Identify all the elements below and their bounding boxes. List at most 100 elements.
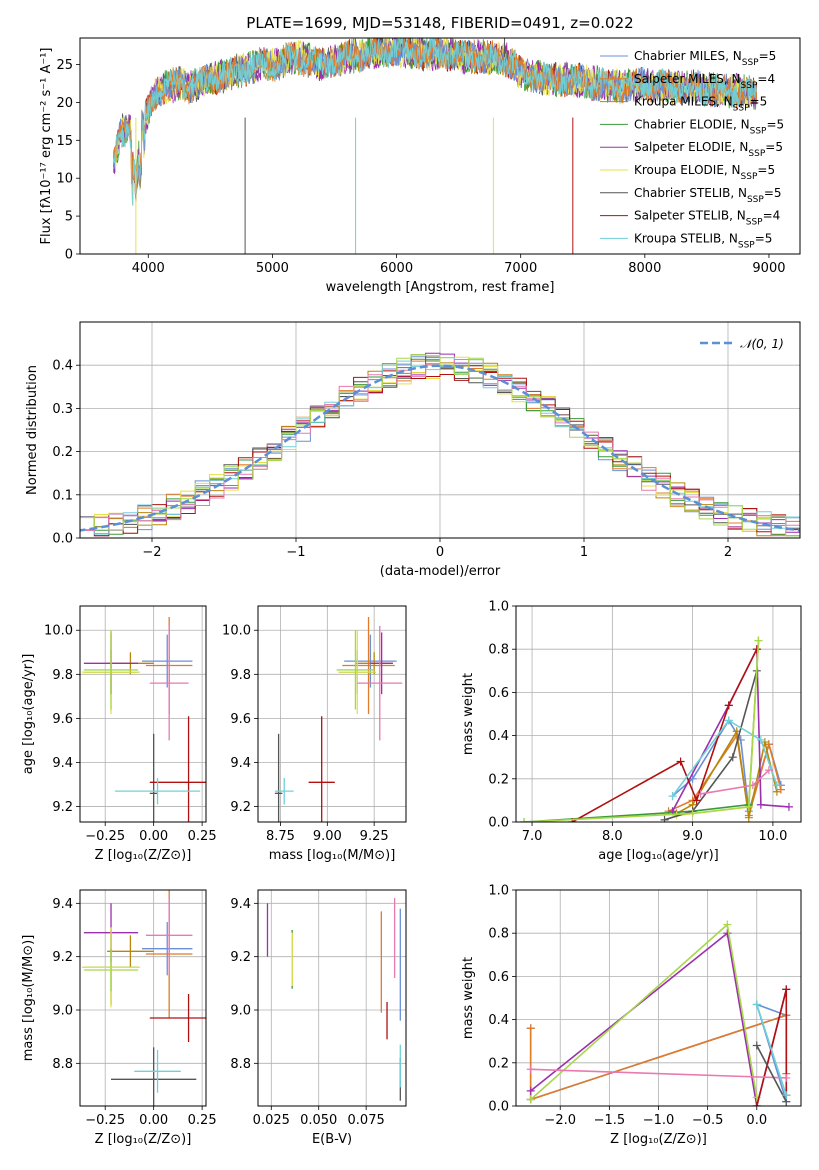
data-layer [81,890,206,1106]
y-tick-label: 8.8 [230,1057,251,1072]
weight-series [671,648,790,812]
y-tick-label: 0.8 [488,927,509,942]
y-tick-label: 20 [56,96,73,111]
y-axis-label: mass weight [461,957,476,1039]
weight-marker [782,1073,791,1082]
weight-marker [772,781,781,790]
weight-marker [728,753,737,762]
x-axis-label: mass [log₁₀(M/M⊙)] [269,848,396,863]
x-tick-label: 0.00 [139,829,168,844]
y-tick-label: 0.2 [488,1056,509,1071]
weight-marker [752,1000,761,1009]
x-tick-label: 6000 [380,261,413,276]
legend-label: Kroupa STELIB, NSSP=5 [634,231,772,250]
x-axis-label: wavelength [Angstrom, rest frame] [326,280,555,295]
x-tick-label: 8.75 [266,829,295,844]
y-axis-label: Flux [fλ10⁻¹⁷ erg cm⁻² s⁻¹ A⁻¹] [39,48,54,245]
weight-marker [756,800,765,809]
figure-title: PLATE=1699, MJD=53148, FIBERID=0491, z=0… [246,14,633,32]
x-tick-label: 0.025 [253,1113,290,1128]
x-tick-label: 9.00 [313,829,342,844]
panel-mass-vs-EBV: 0.025 0.050 0.075 8.8 9.0 9.2 9.4 E(B-V) [230,889,407,1147]
weight-marker [744,813,753,822]
x-axis-label: age [log₁₀(age/yr)] [598,848,719,863]
legend-label: Chabrier STELIB, NSSP=5 [634,186,782,205]
x-axis-label: (data-model)/error [380,564,501,579]
y-tick-label: 9.4 [52,897,73,912]
weight-marker [724,716,733,725]
weight-marker [696,789,705,798]
axes-frame [79,37,801,255]
hist-legend: 𝒩(0, 1) [700,337,784,351]
panel-residual-histogram: 𝒩(0, 1) −2 −1 0 1 2 0.0 0.1 0.2 0.3 0.4 (data-model… [25,321,801,579]
data-layer [80,352,800,537]
y-tick-label: 9.4 [230,756,251,771]
x-tick-label: −2 [142,545,161,560]
y-axis-label: Normed distribution [25,365,40,495]
y-tick-label: 0.6 [488,686,509,701]
weight-marker [782,1091,791,1100]
data-layer [274,617,403,822]
y-tick-label: 9.2 [52,800,73,815]
weight-series [671,719,778,797]
weight-marker [723,929,732,938]
y-tick-label: 15 [56,134,73,149]
x-tick-label: 0.25 [188,829,217,844]
x-axis-label: Z [log₁₀(Z/Z⊙)] [95,848,192,863]
legend-label: Salpeter ELODIE, NSSP=5 [634,140,783,159]
y-tick-label: 0.4 [488,729,509,744]
x-tick-label: 5000 [256,261,289,276]
y-tick-label: 0 [65,248,73,263]
weight-marker [776,785,785,794]
y-tick-label: 5 [65,210,73,225]
y-tick-label: 1.0 [488,884,509,899]
x-tick-label: −0.5 [692,1113,724,1128]
y-tick-label: 0.2 [52,445,73,460]
y-tick-label: 9.0 [230,1004,251,1019]
y-tick-label: 0.4 [488,1013,509,1028]
y-tick-label: 9.8 [230,668,251,683]
x-tick-label: 9000 [752,261,785,276]
x-tick-label: −1 [286,545,305,560]
panel-age-vs-mass: 8.75 9.00 9.25 9.2 9.4 9.6 9.8 10.0 mass [log₁₀(… [222,605,407,863]
weight-marker [782,985,791,994]
y-tick-label: 10.0 [222,624,251,639]
x-tick-label: −1.0 [643,1113,675,1128]
y-axis-label: mass weight [461,673,476,755]
histogram-series [80,365,800,537]
y-tick-label: 9.4 [52,756,73,771]
legend-label: Chabrier ELODIE, NSSP=5 [634,117,784,136]
weight-marker [692,796,701,805]
x-tick-label: 7.0 [522,829,543,844]
x-axis-label: E(B-V) [312,1132,352,1147]
data-layer [526,920,791,1106]
x-axis-label: Z [log₁₀(Z/Z⊙)] [610,1132,707,1147]
axes-frame [257,889,407,1107]
y-tick-label: 9.2 [230,800,251,815]
legend-label: Salpeter STELIB, NSSP=4 [634,209,780,228]
weight-marker [668,792,677,801]
y-tick-label: 10.0 [44,624,73,639]
weight-marker [688,809,697,818]
weight-series [523,640,760,822]
y-tick-label: 9.2 [230,950,251,965]
y-axis-label: mass [log₁₀(M/M⊙)] [21,935,36,1062]
y-tick-label: 0.0 [488,1100,509,1115]
panel-mass-vs-Z: −0.25 0.00 0.25 8.8 9.0 9.2 9.4 Z [log₁₀(Z/Z⊙)]… [21,889,217,1147]
x-tick-label: 8.0 [602,829,623,844]
data-layer [81,617,206,822]
y-tick-label: 9.6 [52,712,73,727]
y-tick-label: 9.0 [52,1004,73,1019]
x-tick-label: 10.0 [758,829,787,844]
x-tick-label: 7000 [504,261,537,276]
weight-marker [660,815,669,822]
weight-series [676,728,778,818]
weight-series [530,1068,787,1079]
weight-marker [676,757,685,766]
weight-marker [744,802,753,811]
y-tick-label: 9.2 [52,950,73,965]
y-axis-label: age [log₁₀(age/yr)] [21,654,36,775]
weight-series [664,670,758,821]
